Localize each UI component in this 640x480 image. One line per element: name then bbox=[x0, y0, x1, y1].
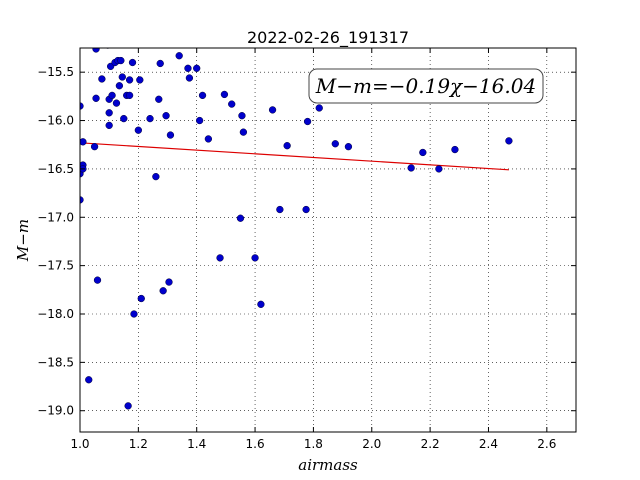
y-tick-label: −16.5 bbox=[37, 162, 74, 176]
x-tick-label: 2.0 bbox=[362, 437, 381, 451]
data-point bbox=[505, 137, 513, 145]
axis-ticks bbox=[79, 48, 576, 432]
x-tick-labels: 1.0 1.2 1.4 1.6 1.8 2.0 2.2 2.4 2.6 bbox=[70, 437, 556, 451]
data-point bbox=[92, 48, 100, 53]
plot-frame bbox=[79, 47, 577, 433]
y-tick-label: −17.5 bbox=[37, 259, 74, 273]
data-point bbox=[344, 143, 353, 151]
data-point bbox=[118, 73, 126, 81]
data-point bbox=[419, 148, 427, 157]
x-tick-label: 2.6 bbox=[537, 437, 556, 451]
x-tick-label: 1.0 bbox=[70, 437, 89, 451]
data-point bbox=[216, 254, 224, 262]
data-point bbox=[128, 58, 137, 67]
data-point bbox=[80, 102, 84, 110]
data-point bbox=[228, 100, 236, 108]
annotation-box bbox=[308, 68, 544, 104]
data-point bbox=[220, 90, 229, 99]
plot-area bbox=[80, 48, 576, 432]
data-point bbox=[120, 114, 128, 123]
data-point bbox=[146, 114, 154, 123]
data-point bbox=[93, 276, 102, 284]
data-point bbox=[117, 56, 125, 65]
x-axis-label: airmass bbox=[298, 456, 358, 474]
x-tick-label: 2.2 bbox=[421, 437, 440, 451]
data-point bbox=[184, 64, 192, 72]
data-point bbox=[251, 254, 259, 262]
data-point bbox=[257, 300, 265, 308]
data-point bbox=[283, 142, 291, 150]
data-point bbox=[152, 172, 160, 181]
data-point bbox=[302, 205, 310, 214]
x-tick-label: 1.8 bbox=[304, 437, 323, 451]
y-tick-label: −15.5 bbox=[37, 65, 74, 79]
data-point bbox=[108, 91, 116, 100]
data-point bbox=[112, 99, 121, 107]
chart-title: 2022-02-26_191317 bbox=[247, 28, 409, 48]
fit-line-layer bbox=[79, 142, 509, 171]
x-tick-label: 2.4 bbox=[479, 437, 498, 451]
data-point bbox=[193, 64, 201, 72]
data-point bbox=[407, 164, 415, 172]
data-point bbox=[166, 131, 175, 139]
data-point bbox=[268, 106, 277, 114]
data-point bbox=[125, 76, 134, 84]
data-point bbox=[125, 91, 134, 100]
data-point bbox=[98, 75, 106, 83]
data-point bbox=[451, 145, 459, 154]
data-point bbox=[85, 376, 93, 384]
y-tick-labels: −15.5 −16.0 −16.5 −17.0 −17.5 −18.0 −18.5 −19.0 bbox=[37, 65, 74, 418]
data-point bbox=[130, 310, 138, 318]
y-tick-label: −16.0 bbox=[37, 114, 74, 128]
data-point bbox=[92, 94, 100, 102]
x-tick-label: 1.6 bbox=[246, 437, 265, 451]
x-tick-label: 1.2 bbox=[129, 437, 148, 451]
data-point bbox=[185, 74, 194, 82]
data-point bbox=[331, 140, 339, 148]
data-point bbox=[80, 196, 84, 204]
data-point bbox=[105, 121, 113, 130]
data-point bbox=[137, 294, 145, 303]
data-point bbox=[236, 214, 245, 222]
data-point bbox=[165, 278, 173, 286]
data-point bbox=[303, 117, 312, 126]
fit-line bbox=[79, 142, 509, 171]
fit-annotation: M−m=−0.19χ−16.04 bbox=[308, 68, 544, 104]
y-tick-label: −19.0 bbox=[37, 404, 74, 418]
data-point bbox=[239, 128, 248, 136]
data-point bbox=[175, 52, 183, 60]
data-point bbox=[195, 116, 204, 125]
y-tick-label: −17.0 bbox=[37, 210, 74, 224]
data-point bbox=[162, 112, 170, 120]
data-point bbox=[115, 82, 124, 90]
data-point bbox=[315, 104, 323, 112]
data-point bbox=[90, 143, 99, 151]
data-point bbox=[198, 91, 207, 100]
data-point bbox=[80, 138, 87, 146]
data-point bbox=[435, 165, 443, 173]
annotation-text: M−m=−0.19χ−16.04 bbox=[315, 74, 536, 98]
y-axis-label: M−m bbox=[14, 219, 32, 262]
data-point bbox=[159, 287, 167, 295]
data-point bbox=[136, 76, 144, 84]
data-point bbox=[156, 59, 164, 68]
data-points bbox=[80, 48, 513, 410]
x-tick-label: 1.4 bbox=[187, 437, 206, 451]
data-point bbox=[238, 112, 246, 120]
data-point bbox=[276, 205, 284, 214]
y-tick-label: −18.0 bbox=[37, 307, 74, 321]
data-point bbox=[155, 95, 163, 103]
data-point bbox=[134, 126, 143, 134]
data-point bbox=[204, 135, 213, 143]
y-tick-label: −18.5 bbox=[37, 355, 74, 369]
data-point bbox=[124, 402, 132, 410]
data-point bbox=[105, 109, 113, 117]
